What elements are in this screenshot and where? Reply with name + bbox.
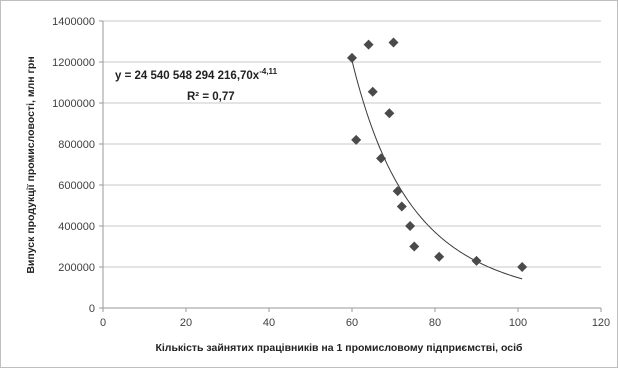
y-tick-label: 1000000 [52,98,95,110]
y-tick-label: 400000 [58,221,95,233]
data-point [384,108,395,119]
data-point [392,186,403,197]
data-point [388,37,399,48]
y-tick-label: 600000 [58,180,95,192]
y-tick-label: 0 [89,303,95,315]
data-point [347,52,357,63]
x-axis-title: Кількість зайнятих працівників на 1 пром… [155,342,523,354]
x-tick-labels: 0 20 40 60 80 100 120 [100,317,610,329]
equation-exponent: -4,11 [259,67,277,76]
x-tick-label: 80 [429,317,441,329]
data-point [396,201,407,212]
y-tick-label: 800000 [58,139,95,151]
x-tick-label: 40 [263,317,275,329]
power-trendline [351,60,523,280]
data-point [363,39,374,50]
y-tick-label: 1400000 [52,16,95,28]
y-tick-label: 1200000 [52,57,95,69]
y-tick-label: 200000 [58,262,95,274]
x-tick-label: 100 [509,317,527,329]
y-tick-labels: 0 200000 400000 600000 800000 1000000 1200000 1… [52,16,95,315]
data-point [434,251,445,262]
axes [99,20,602,312]
trendline-equation: y = 24 540 548 294 216,70x-4,11 [115,67,278,82]
data-point [517,262,528,272]
data-point [376,153,387,164]
data-point [351,134,362,145]
equation-main: y = 24 540 548 294 216,70x [115,70,260,82]
data-point [405,221,416,231]
x-tick-label: 20 [180,317,192,329]
data-point [471,255,482,266]
y-axis-title: Випуск продукції промисловості, млн грн [25,56,37,273]
x-tick-label: 0 [100,317,106,329]
r-squared-label: R² = 0,77 [187,91,235,103]
data-point [367,86,378,97]
x-tick-label: 60 [346,317,358,329]
x-tick-label: 120 [592,317,610,329]
data-point [409,241,420,252]
data-points [347,37,528,272]
